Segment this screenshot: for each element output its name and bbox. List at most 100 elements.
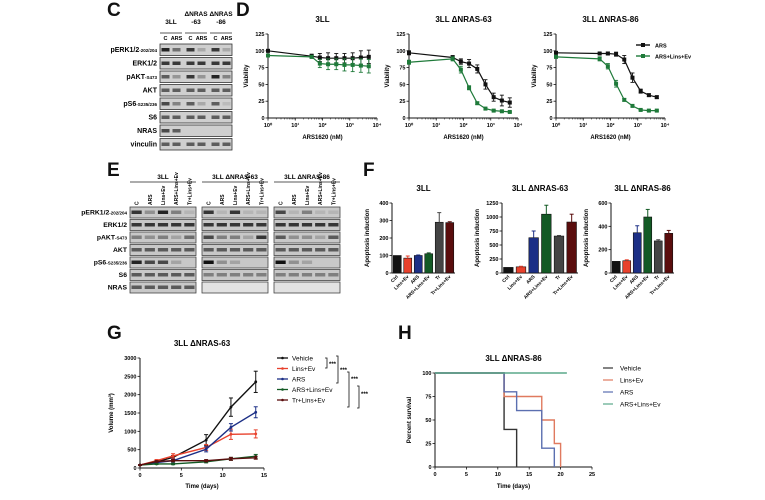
y-tick-label: 75 (425, 395, 431, 401)
data-point (366, 64, 371, 69)
blot-band (216, 235, 227, 239)
blot-group-label: 3LL ΔNRAS-86 (284, 174, 330, 181)
blot-band (288, 235, 299, 239)
blot-band (222, 102, 231, 106)
blot-row-label: ERK1/2 (103, 222, 127, 229)
blot-band (157, 223, 169, 227)
y-tick-label: 400 (379, 201, 388, 207)
blot-band (197, 88, 206, 92)
chart-title: 3LL ΔNRAS-86 (614, 184, 671, 193)
blot-lane-label: C (207, 201, 213, 205)
blot-strip (201, 231, 269, 244)
y-tick-label: 25 (258, 99, 264, 105)
blot-lane-label: Lins+Ev (161, 185, 167, 205)
y-tick-label: 100 (422, 371, 431, 377)
blot-band (229, 223, 241, 227)
blot-lane-label: Tr+Lins+Ev (187, 178, 193, 205)
data-point (138, 463, 142, 467)
x-axis-label: ARS1620 (nM) (443, 135, 483, 141)
y-tick-label: 0 (385, 271, 388, 277)
blot-band (315, 210, 326, 214)
data-point (630, 103, 635, 108)
y-tick-label: 300 (379, 219, 388, 225)
legend-marker (281, 367, 284, 370)
data-point (622, 57, 627, 62)
blot-strip (159, 84, 233, 97)
blot-band (211, 75, 220, 79)
blot-band (197, 75, 206, 79)
blot-row-label: pERK1/2-202/204 (110, 47, 157, 54)
blot-lane-label: Lins+Ev (233, 185, 239, 205)
y-tick-label: 1250 (486, 201, 498, 207)
data-point (499, 109, 504, 114)
y-tick-label: 2000 (124, 393, 136, 399)
data-point (597, 56, 602, 61)
legend-label: Tr+Lins+Ev (292, 398, 326, 405)
legend-label: Vehicle (292, 356, 313, 363)
blot-band (131, 235, 142, 239)
legend-label: ARS+Lins+Ev (292, 387, 333, 394)
blot-band (186, 61, 195, 65)
significance-bracket (347, 371, 350, 408)
blot-band (288, 248, 299, 252)
y-tick-label: 50 (546, 82, 552, 88)
x-tick-label: Tr+Lins+Ev (649, 274, 672, 297)
series-line-ars-lins-ev (408, 58, 510, 113)
blot-band (222, 61, 231, 65)
x-tick-label: 10⁴ (373, 123, 382, 129)
blot-band (288, 273, 299, 277)
data-point (317, 61, 322, 66)
data-point (654, 108, 659, 113)
blot-lane-label: C (135, 201, 141, 205)
blot-band (229, 273, 241, 277)
y-axis-label: Viability (244, 64, 250, 88)
blot-strip (273, 206, 341, 219)
x-tick-label: 10² (460, 122, 468, 129)
y-tick-label: 125 (396, 32, 405, 38)
blot-band (157, 285, 169, 289)
data-point (229, 432, 233, 436)
blot-group-label: 3LL (165, 19, 177, 26)
blot-lane-label: C (279, 201, 285, 205)
data-point (229, 457, 233, 461)
blot-band (222, 48, 231, 52)
blot-band (171, 210, 182, 214)
bar-lins-ev (403, 257, 413, 274)
blot-band (157, 210, 169, 214)
blot-strip (159, 138, 233, 151)
significance-label: *** (329, 362, 337, 368)
significance-label: *** (361, 392, 369, 398)
data-point (507, 100, 512, 105)
blot-lane-label: ARS (292, 194, 298, 205)
data-point (554, 54, 558, 59)
data-point (458, 67, 463, 72)
x-tick-label: 5 (180, 473, 183, 479)
data-point (326, 56, 331, 61)
data-point (229, 425, 233, 429)
blot-band (172, 88, 181, 92)
blot-band (172, 142, 181, 146)
blot-band (161, 88, 170, 92)
blot-band (222, 142, 231, 146)
data-point (155, 460, 158, 463)
blot-band (229, 260, 241, 264)
data-point (491, 95, 496, 100)
blot-band (161, 142, 170, 146)
data-point (654, 95, 659, 100)
blot-band (131, 273, 142, 277)
blot-band (172, 48, 181, 52)
blot-band (301, 260, 313, 264)
bar-ars (632, 232, 642, 274)
y-tick-label: 200 (379, 236, 388, 242)
blot-lane-label: ARS (221, 36, 233, 42)
legend-label: Lins+Ev (292, 366, 316, 373)
data-point (646, 108, 651, 113)
blot-band (211, 61, 220, 65)
data-point (366, 54, 371, 59)
panel-letter-f: F (363, 160, 375, 181)
bar-ars-lins-ev (424, 253, 434, 274)
y-tick-label: 75 (399, 66, 405, 72)
blot-band (186, 75, 195, 79)
data-point (342, 62, 347, 67)
data-point (266, 48, 270, 53)
